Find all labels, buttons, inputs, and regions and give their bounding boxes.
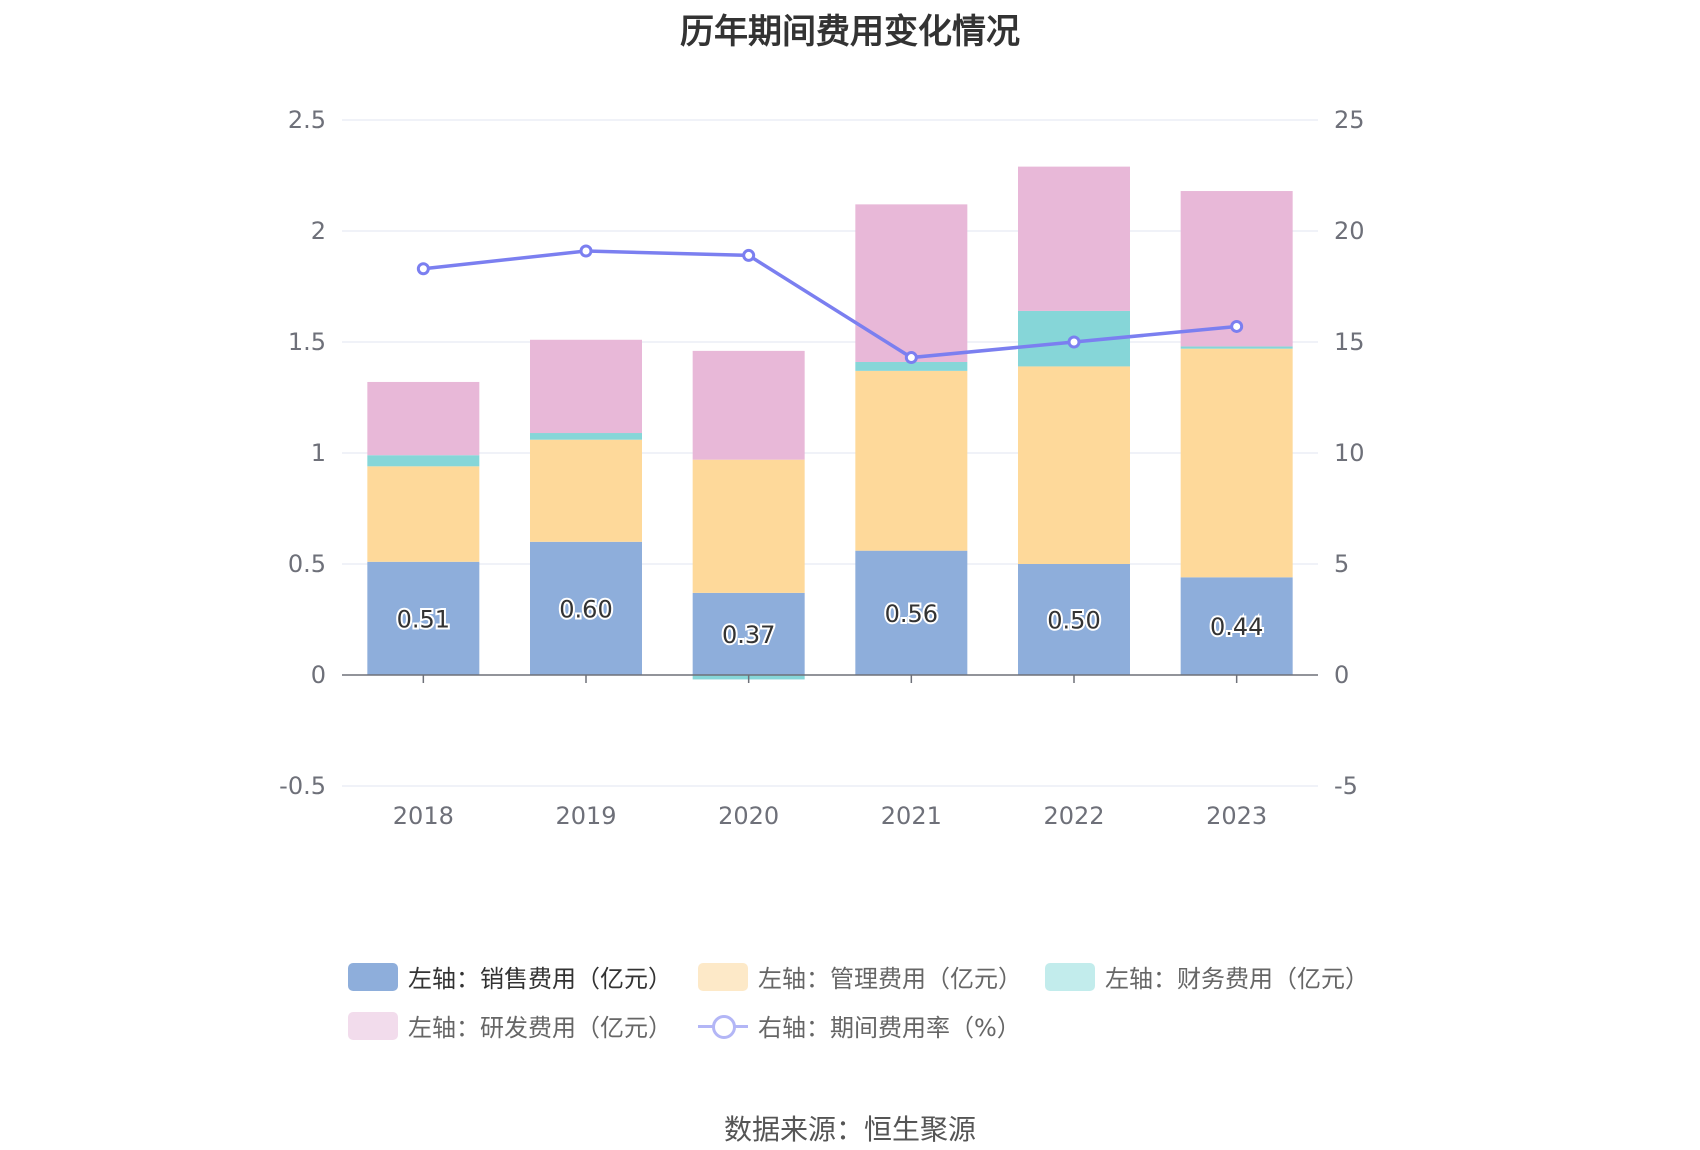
bar-0-2019 (530, 541, 642, 675)
bar-0-2020 (692, 592, 805, 675)
data-source: 数据来源：恒生聚源 (723, 1113, 976, 1146)
legend-swatch-sales (348, 962, 398, 991)
x-tick-label: 2018 (393, 802, 454, 830)
y-right-tick-label: -5 (1334, 772, 1358, 800)
bar-0-2018 (367, 561, 480, 675)
bar-1-2022 (1018, 366, 1130, 564)
expense-rate-point (904, 351, 918, 365)
legend-line-marker (698, 1012, 748, 1040)
expense-rate-line (423, 249, 1237, 360)
bar-3-2022 (1018, 166, 1130, 311)
bar-3-2020 (692, 350, 805, 460)
legend-label-rnd: 左轴：研发费用（亿元） (408, 1014, 672, 1042)
legend-item-finance[interactable]: 左轴：财务费用（亿元） (1045, 959, 1369, 994)
bar-0-2022 (1018, 564, 1130, 675)
data-label: 0.60 (559, 595, 612, 623)
legend-label-admin: 左轴：管理费用（亿元） (758, 965, 1022, 993)
y-left-tick-label: 2 (311, 217, 326, 245)
legend-swatch-rnd (348, 1011, 398, 1040)
bar-1-2019 (530, 439, 642, 542)
y-right-tick-label: 15 (1334, 328, 1365, 356)
data-label: 0.51 (397, 605, 450, 633)
legend-label-expense-rate: 右轴：期间费用率（%） (758, 1014, 1021, 1042)
bar-0-2023 (1180, 577, 1293, 675)
bar-2-2018 (367, 455, 480, 467)
data-label: 0.50 (1047, 607, 1100, 635)
chart-title: 历年期间费用变化情况 (680, 12, 1020, 52)
expense-rate-point (1067, 335, 1081, 349)
bar-2-2019 (530, 433, 642, 440)
legend-item-rnd[interactable]: 左轴：研发费用（亿元） (348, 1008, 672, 1043)
x-tick-label: 2021 (881, 802, 942, 830)
bar-1-2023 (1180, 348, 1293, 578)
y-left-tick-label: 1.5 (288, 328, 326, 356)
y-right-tick-label: 5 (1334, 550, 1349, 578)
bar-3-2021 (855, 204, 968, 362)
y-left-tick-label: -0.5 (279, 772, 326, 800)
expense-rate-point (416, 262, 430, 276)
x-tick-label: 2019 (555, 802, 616, 830)
y-right-tick-label: 10 (1334, 439, 1365, 467)
legend-item-admin[interactable]: 左轴：管理费用（亿元） (698, 959, 1022, 994)
expense-rate-point (1230, 319, 1244, 333)
y-right-tick-label: 20 (1334, 217, 1365, 245)
bar-1-2021 (855, 370, 968, 551)
legend-item-sales[interactable]: 左轴：销售费用（亿元） (348, 959, 672, 994)
expense-rate-point (742, 248, 756, 262)
bar-1-2018 (367, 466, 480, 562)
y-right-tick-label: 0 (1334, 661, 1349, 689)
data-label: 0.44 (1210, 613, 1263, 641)
x-tick-label: 2023 (1206, 802, 1267, 830)
legend-swatch-admin (698, 962, 748, 991)
y-left-tick-label: 2.5 (288, 106, 326, 134)
x-tick-label: 2020 (718, 802, 779, 830)
y-left-tick-label: 0 (311, 661, 326, 689)
bar-3-2018 (367, 381, 480, 456)
data-label: 0.56 (885, 600, 938, 628)
y-left-tick-label: 0.5 (288, 550, 326, 578)
bar-2-2021 (855, 361, 968, 371)
y-right-tick-label: 25 (1334, 106, 1365, 134)
bar-3-2019 (530, 339, 642, 434)
legend-label-finance: 左轴：财务费用（亿元） (1105, 965, 1369, 993)
bar-1-2020 (692, 459, 805, 593)
x-tick-label: 2022 (1043, 802, 1104, 830)
legend-swatch-finance (1045, 962, 1095, 991)
expense-rate-point (579, 244, 593, 258)
y-left-tick-label: 1 (311, 439, 326, 467)
bar-2-2023 (1180, 346, 1293, 349)
legend-label-sales: 左轴：销售费用（亿元） (408, 965, 672, 993)
bar-0-2021 (855, 550, 968, 675)
legend-item-expense-rate[interactable]: 右轴：期间费用率（%） (698, 1008, 1021, 1043)
data-label: 0.37 (722, 621, 775, 649)
